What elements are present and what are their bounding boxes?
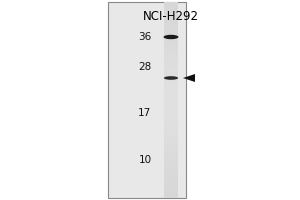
Bar xyxy=(164,87,178,90)
Bar xyxy=(164,136,178,139)
Bar xyxy=(164,41,178,44)
Bar xyxy=(164,139,178,142)
Bar xyxy=(164,172,178,175)
Bar xyxy=(164,175,178,178)
Bar xyxy=(164,191,178,195)
Bar xyxy=(164,90,178,93)
Polygon shape xyxy=(183,74,195,82)
Bar xyxy=(164,22,178,25)
Bar xyxy=(164,25,178,28)
Bar xyxy=(164,120,178,123)
Bar xyxy=(164,64,178,67)
Ellipse shape xyxy=(164,35,178,39)
Bar xyxy=(164,103,178,107)
Bar xyxy=(164,113,178,116)
Bar xyxy=(164,162,178,165)
Bar xyxy=(164,159,178,162)
Bar xyxy=(164,97,178,100)
Bar xyxy=(164,126,178,129)
Bar xyxy=(164,133,178,136)
Bar xyxy=(164,182,178,185)
Bar xyxy=(164,2,178,5)
Bar xyxy=(164,129,178,133)
Bar xyxy=(164,165,178,169)
Bar xyxy=(164,152,178,156)
Bar xyxy=(164,44,178,48)
Bar xyxy=(164,146,178,149)
Bar xyxy=(164,100,178,103)
Text: 17: 17 xyxy=(138,108,152,118)
Bar xyxy=(164,15,178,18)
Bar xyxy=(164,48,178,51)
Bar xyxy=(164,195,178,198)
Bar xyxy=(164,116,178,120)
Bar xyxy=(164,31,178,35)
Text: NCI-H292: NCI-H292 xyxy=(143,10,199,23)
Bar xyxy=(164,67,178,71)
Bar xyxy=(164,9,178,12)
Bar xyxy=(164,188,178,191)
Bar xyxy=(108,2,186,198)
Bar xyxy=(164,18,178,22)
Bar xyxy=(164,107,178,110)
Bar xyxy=(164,156,178,159)
Bar xyxy=(164,185,178,188)
Bar xyxy=(164,54,178,58)
Ellipse shape xyxy=(164,76,178,80)
Bar xyxy=(164,80,178,84)
Bar xyxy=(164,51,178,54)
Bar xyxy=(164,58,178,61)
Bar xyxy=(164,169,178,172)
Bar xyxy=(164,12,178,15)
Bar xyxy=(164,38,178,41)
Bar xyxy=(164,2,178,198)
Bar xyxy=(164,123,178,126)
Bar xyxy=(164,142,178,146)
Bar xyxy=(164,35,178,38)
Bar xyxy=(164,110,178,113)
Text: 10: 10 xyxy=(138,155,152,165)
Bar xyxy=(164,5,178,9)
Bar xyxy=(164,84,178,87)
Bar xyxy=(164,74,178,77)
Bar xyxy=(164,61,178,64)
Bar xyxy=(164,149,178,152)
Text: 36: 36 xyxy=(138,32,152,42)
Bar xyxy=(164,93,178,97)
Text: 28: 28 xyxy=(138,62,152,72)
Bar xyxy=(164,28,178,31)
Bar xyxy=(164,178,178,182)
Bar xyxy=(164,71,178,74)
Bar xyxy=(164,77,178,80)
